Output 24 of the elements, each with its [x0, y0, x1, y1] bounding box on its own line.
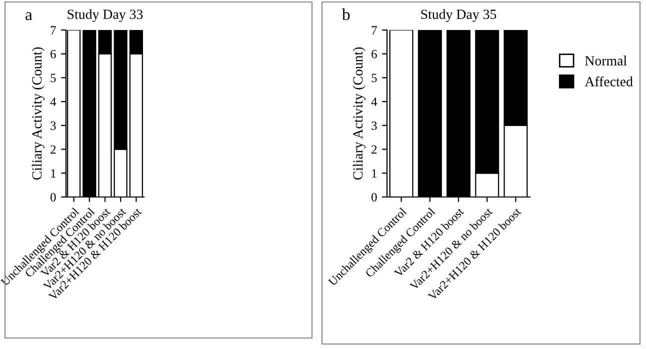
y-tick-label: 7	[50, 26, 56, 34]
y-tick-label: 1	[51, 169, 56, 178]
text: b	[342, 8, 350, 20]
y-tick-label: 3	[50, 121, 56, 130]
text: a	[26, 12, 32, 20]
y-tick-label: 2	[372, 145, 377, 154]
y-tick-label: 2	[50, 145, 56, 154]
legend-label: Normal	[585, 56, 627, 66]
y-tick-label: 5	[50, 74, 56, 82]
y-tick-label: 6	[50, 50, 56, 58]
y-tick-label: 6	[372, 50, 377, 58]
y-tick-label: 4	[50, 98, 56, 106]
y-tick-label: 1	[372, 169, 377, 178]
y-tick-label: 4	[371, 98, 378, 106]
y-tick-label: 7	[372, 26, 377, 34]
y-tick-label: 5	[372, 74, 377, 82]
y-tick-label: 0	[50, 193, 56, 202]
y-axis-title: Ciliary Activity (Count)	[32, 47, 44, 180]
legend-label: Affected	[584, 76, 633, 86]
chart-title: Study Day 33	[68, 9, 143, 22]
y-axis-title: Ciliary Activity (Count)	[352, 47, 366, 180]
chart-title: Study Day 35	[421, 9, 496, 22]
y-tick-label: 3	[372, 121, 377, 130]
y-tick-label: 0	[372, 193, 377, 202]
